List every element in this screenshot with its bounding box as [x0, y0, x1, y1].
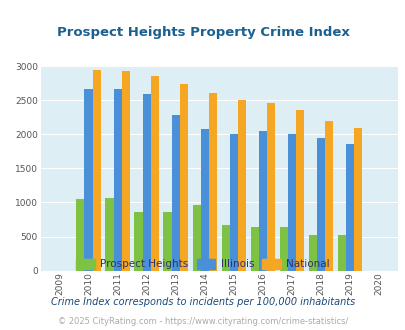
Bar: [192, 205, 200, 271]
Bar: [208, 93, 216, 271]
Bar: [122, 72, 130, 271]
Bar: [250, 227, 258, 271]
Bar: [324, 121, 332, 271]
Bar: [353, 128, 361, 271]
Bar: [163, 212, 171, 271]
Bar: [237, 100, 245, 271]
Text: Crime Index corresponds to incidents per 100,000 inhabitants: Crime Index corresponds to incidents per…: [51, 297, 354, 307]
Bar: [279, 227, 287, 271]
Bar: [105, 198, 113, 271]
Bar: [295, 110, 303, 271]
Bar: [316, 138, 324, 271]
Bar: [134, 212, 142, 271]
Bar: [171, 115, 179, 271]
Bar: [221, 225, 229, 271]
Bar: [258, 131, 266, 271]
Text: Prospect Heights Property Crime Index: Prospect Heights Property Crime Index: [56, 26, 349, 39]
Bar: [76, 199, 84, 271]
Bar: [200, 129, 208, 271]
Bar: [308, 236, 316, 271]
Bar: [287, 134, 295, 271]
Bar: [113, 88, 121, 271]
Bar: [84, 88, 92, 271]
Bar: [345, 145, 353, 271]
Bar: [229, 134, 237, 271]
Legend: Prospect Heights, Illinois, National: Prospect Heights, Illinois, National: [72, 255, 333, 274]
Text: © 2025 CityRating.com - https://www.cityrating.com/crime-statistics/: © 2025 CityRating.com - https://www.city…: [58, 317, 347, 326]
Bar: [179, 84, 188, 271]
Bar: [150, 76, 158, 271]
Bar: [337, 236, 345, 271]
Bar: [92, 70, 100, 271]
Bar: [142, 94, 150, 271]
Bar: [266, 103, 274, 271]
